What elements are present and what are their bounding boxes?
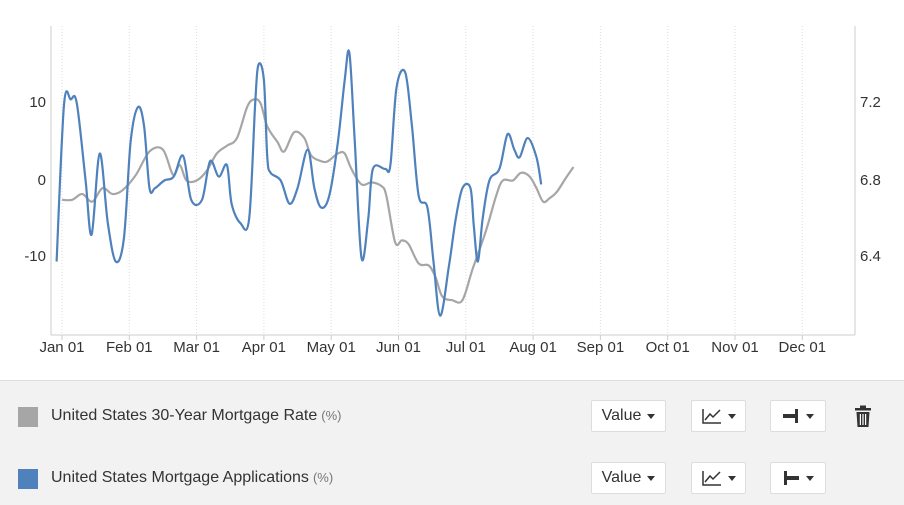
series-color-swatch[interactable] xyxy=(18,469,38,489)
x-tick-label: Jun 01 xyxy=(376,339,421,356)
value-dropdown-label: Value xyxy=(601,469,642,486)
series-color-swatch[interactable] xyxy=(18,407,38,427)
y-right-tick-label: 6.4 xyxy=(860,248,881,265)
series-label: United States 30-Year Mortgage Rate (%) xyxy=(51,407,341,425)
x-tick-label: Jan 01 xyxy=(39,339,84,356)
x-axis-ticks: Jan 01 Feb 01 Mar 01 Apr 01 May 01 Jun 01 Jul … xyxy=(39,335,826,356)
chevron-down-icon xyxy=(727,413,736,419)
y-left-tick-label: 10 xyxy=(29,94,46,111)
legend-panel: United States 30-Year Mortgage Rate (%) V… xyxy=(0,380,904,505)
grid-lines xyxy=(61,26,803,335)
series-line-mortgage-applications xyxy=(55,49,543,317)
value-dropdown[interactable]: Value xyxy=(591,462,666,494)
series-name: United States 30-Year Mortgage Rate xyxy=(51,407,318,424)
value-dropdown-label: Value xyxy=(601,407,642,424)
x-tick-label: Sep 01 xyxy=(577,339,625,356)
x-tick-label: Mar 01 xyxy=(173,339,220,356)
x-tick-label: Dec 01 xyxy=(779,339,827,356)
chevron-down-icon xyxy=(647,475,656,481)
legend-row-mortgage-applications: United States Mortgage Applications (%) V… xyxy=(0,459,904,499)
x-tick-label: Oct 01 xyxy=(646,339,690,356)
chevron-down-icon xyxy=(647,413,656,419)
x-tick-label: Jul 01 xyxy=(446,339,486,356)
series-layer xyxy=(55,49,575,317)
chart-type-dropdown[interactable] xyxy=(691,400,746,432)
y-axis-left-ticks: 10 0 -10 xyxy=(24,94,46,265)
x-tick-label: May 01 xyxy=(307,339,356,356)
axis-right-icon xyxy=(783,409,798,423)
chart-type-dropdown[interactable] xyxy=(691,462,746,494)
chevron-down-icon xyxy=(806,413,814,419)
x-tick-label: Feb 01 xyxy=(106,339,153,356)
series-unit: (%) xyxy=(312,470,334,485)
axis-dropdown[interactable] xyxy=(770,462,826,494)
y-left-tick-label: 0 xyxy=(38,172,46,189)
x-tick-label: Nov 01 xyxy=(711,339,759,356)
legend-row-mortgage-rate: United States 30-Year Mortgage Rate (%) V… xyxy=(0,397,904,437)
series-label: United States Mortgage Applications (%) xyxy=(51,469,333,487)
series-name: United States Mortgage Applications xyxy=(51,469,309,486)
y-right-tick-label: 6.8 xyxy=(860,172,881,189)
axis-left-icon xyxy=(784,471,799,485)
line-chart-icon xyxy=(701,471,721,486)
chevron-down-icon xyxy=(806,475,814,481)
x-tick-label: Aug 01 xyxy=(509,339,557,356)
y-axis-right-ticks: 7.2 6.8 6.4 xyxy=(860,94,881,265)
trash-icon[interactable] xyxy=(852,405,874,429)
y-left-tick-label: -10 xyxy=(24,248,46,265)
chevron-down-icon xyxy=(727,475,736,481)
line-chart: 10 0 -10 7.2 6.8 6.4 Jan 01 Feb 01 Mar 01 A… xyxy=(24,26,881,356)
value-dropdown[interactable]: Value xyxy=(591,400,666,432)
line-chart-icon xyxy=(701,409,721,424)
axis-dropdown[interactable] xyxy=(770,400,826,432)
y-right-tick-label: 7.2 xyxy=(860,94,881,111)
series-line-mortgage-rate xyxy=(61,97,575,304)
series-unit: (%) xyxy=(321,408,342,423)
x-tick-label: Apr 01 xyxy=(242,339,286,356)
